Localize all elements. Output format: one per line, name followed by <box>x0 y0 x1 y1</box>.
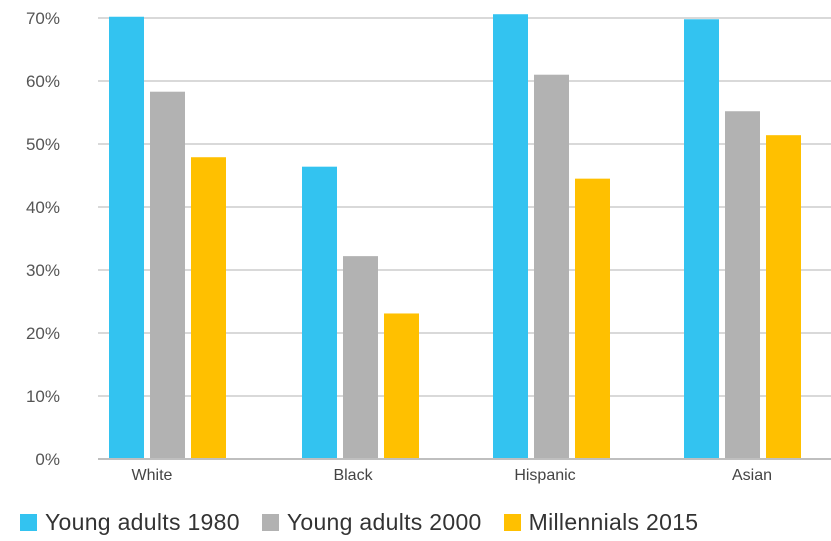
y-tick-label: 70% <box>26 9 60 28</box>
bar-white-2000 <box>150 91 185 460</box>
category-label-white: White <box>132 467 173 484</box>
bar-asian-2015 <box>766 135 801 459</box>
bar-black-2000 <box>343 256 378 459</box>
legend-item-2015: Millennials 2015 <box>503 508 699 536</box>
y-axis-ticks: 0% 10% 20% 30% 40% 50% 60% 70% <box>26 9 60 469</box>
legend-label-2000: Young adults 2000 <box>286 508 482 535</box>
bar-black-1980 <box>302 166 337 459</box>
legend-item-2000: Young adults 2000 <box>261 508 482 536</box>
bar-asian-2000 <box>725 111 760 460</box>
y-tick-label: 40% <box>26 198 60 217</box>
bar-white-1980 <box>109 16 144 460</box>
legend-item-1980: Young adults 1980 <box>20 509 240 536</box>
bar-hispanic-1980 <box>493 14 528 459</box>
bars <box>109 14 801 460</box>
legend: Young adults 1980 Young adults 2000 Mill… <box>0 504 831 540</box>
legend-swatch-2015 <box>503 513 521 531</box>
bar-hispanic-2000 <box>534 74 569 459</box>
y-tick-label: 0% <box>35 450 60 469</box>
category-label-asian: Asian <box>732 467 772 484</box>
legend-swatch-1980 <box>20 513 37 531</box>
bar-asian-1980 <box>684 19 719 459</box>
category-labels: White Black Hispanic Asian <box>132 467 772 484</box>
y-tick-label: 30% <box>26 261 60 280</box>
bar-black-2015 <box>384 313 419 459</box>
category-label-black: Black <box>333 467 373 484</box>
y-tick-label: 60% <box>26 72 60 91</box>
legend-swatch-2000 <box>261 513 279 531</box>
y-tick-label: 50% <box>26 135 60 154</box>
y-tick-label: 10% <box>26 387 60 406</box>
y-tick-label: 20% <box>26 324 60 343</box>
bar-chart: 0% 10% 20% 30% 40% 50% 60% 70% White Black Hispan… <box>26 9 831 484</box>
bar-hispanic-2015 <box>575 178 610 459</box>
legend-label-1980: Young adults 1980 <box>45 508 240 535</box>
legend-label-2015: Millennials 2015 <box>528 508 699 535</box>
bar-white-2015 <box>191 157 226 460</box>
category-label-hispanic: Hispanic <box>514 467 575 484</box>
